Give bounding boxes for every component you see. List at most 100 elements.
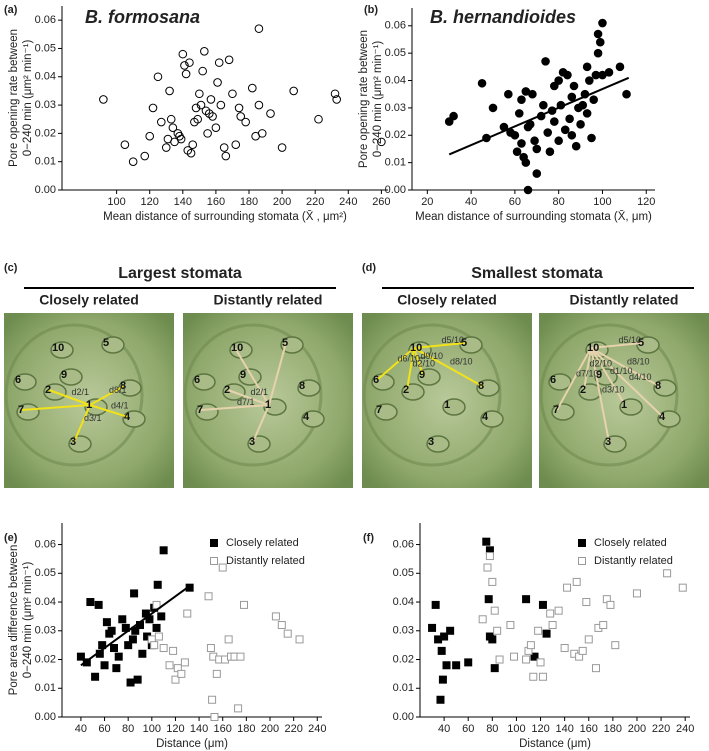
stoma-number: 6 (373, 374, 379, 386)
point (193, 114, 202, 124)
stoma-number: 4 (482, 411, 489, 423)
point (168, 123, 178, 133)
point (523, 185, 533, 195)
stoma-number: 5 (638, 337, 644, 349)
panel-label: (f) (363, 532, 374, 544)
legend-marker (578, 557, 586, 565)
x-tick-label: 160 (214, 723, 232, 735)
x-tick-label: 180 (240, 196, 258, 208)
legend-label: Closely related (594, 537, 667, 549)
y-tick-label: 0.03 (385, 102, 406, 114)
stoma (426, 435, 450, 453)
leaf-rosette (4, 323, 144, 467)
point (186, 148, 196, 158)
point (211, 123, 221, 133)
point (576, 120, 585, 129)
chart-title: B. formosana (85, 7, 200, 27)
stoma-number: 2 (403, 384, 409, 396)
y-tick-label: 0.03 (35, 99, 56, 111)
distance-line (227, 389, 270, 406)
point (200, 46, 209, 56)
point (133, 675, 142, 684)
legend-marker (210, 539, 218, 547)
point (271, 612, 280, 621)
y-tick-label: 0.06 (35, 538, 56, 550)
point (517, 139, 526, 148)
point (228, 89, 237, 99)
image-title: Distantly related (570, 292, 679, 308)
stoma-number: 7 (197, 404, 203, 416)
distance-line (413, 347, 483, 387)
stoma-number: 2 (580, 384, 586, 396)
point (532, 144, 542, 154)
stoma (417, 368, 441, 386)
stoma-number: 9 (61, 369, 67, 381)
y-tick-label: 0.05 (35, 42, 56, 54)
leaf-rosette (362, 323, 502, 467)
x-tick-label: 220 (652, 723, 670, 735)
stoma-number: 6 (15, 374, 21, 386)
point (532, 169, 542, 178)
point (289, 86, 298, 96)
point (488, 635, 497, 644)
point (248, 83, 257, 93)
point (584, 635, 593, 644)
point (538, 600, 547, 609)
point (224, 635, 233, 644)
distance-label: d8/10 (450, 356, 473, 366)
point (521, 158, 531, 167)
stoma-number: 9 (596, 369, 602, 381)
point (241, 117, 250, 127)
point (482, 537, 491, 546)
x-tick-label: 240 (676, 723, 694, 735)
distance-line (376, 347, 415, 381)
point (110, 644, 118, 653)
point (138, 649, 147, 658)
point (488, 577, 497, 586)
point (130, 589, 139, 598)
point (582, 109, 592, 118)
stoma-number: 7 (18, 404, 24, 416)
stoma-number: 7 (553, 404, 559, 416)
point (181, 69, 191, 79)
stoma (442, 398, 466, 416)
distance-line (73, 404, 91, 443)
x-tick-label: 40 (438, 723, 450, 735)
point (257, 129, 267, 138)
point (161, 143, 171, 152)
distance-line (21, 404, 91, 411)
point (176, 134, 186, 144)
x-tick-label: 40 (75, 723, 87, 735)
x-tick-label: 140 (555, 723, 573, 735)
stoma (280, 336, 304, 354)
y-tick-label: 0.00 (385, 184, 406, 196)
point (560, 644, 569, 653)
y-axis-label: 0−240 min (μm² min⁻¹) (22, 40, 34, 157)
distance-line (590, 347, 626, 406)
point (534, 626, 543, 635)
point (504, 89, 513, 99)
group-heading: Largest stomata (118, 265, 242, 282)
point (543, 128, 553, 137)
x-tick-label: 220 (284, 723, 302, 735)
point (436, 695, 445, 704)
point (449, 111, 458, 121)
point (542, 629, 551, 638)
stoma-number: 8 (478, 380, 484, 392)
y-tick-label: 0.02 (393, 653, 414, 665)
point (76, 652, 85, 661)
point (377, 137, 386, 147)
distance-label: d4/1 (111, 400, 129, 410)
point (107, 626, 116, 635)
point (548, 621, 557, 630)
point (180, 658, 189, 667)
point (240, 600, 248, 609)
distance-label: d5/10 (619, 335, 642, 345)
x-tick-label: 80 (553, 196, 565, 208)
y-tick-label: 0.01 (393, 682, 414, 694)
stoma (101, 336, 125, 354)
x-tick-label: 120 (637, 196, 655, 208)
point (560, 125, 570, 135)
point (208, 112, 217, 121)
point (330, 89, 340, 99)
